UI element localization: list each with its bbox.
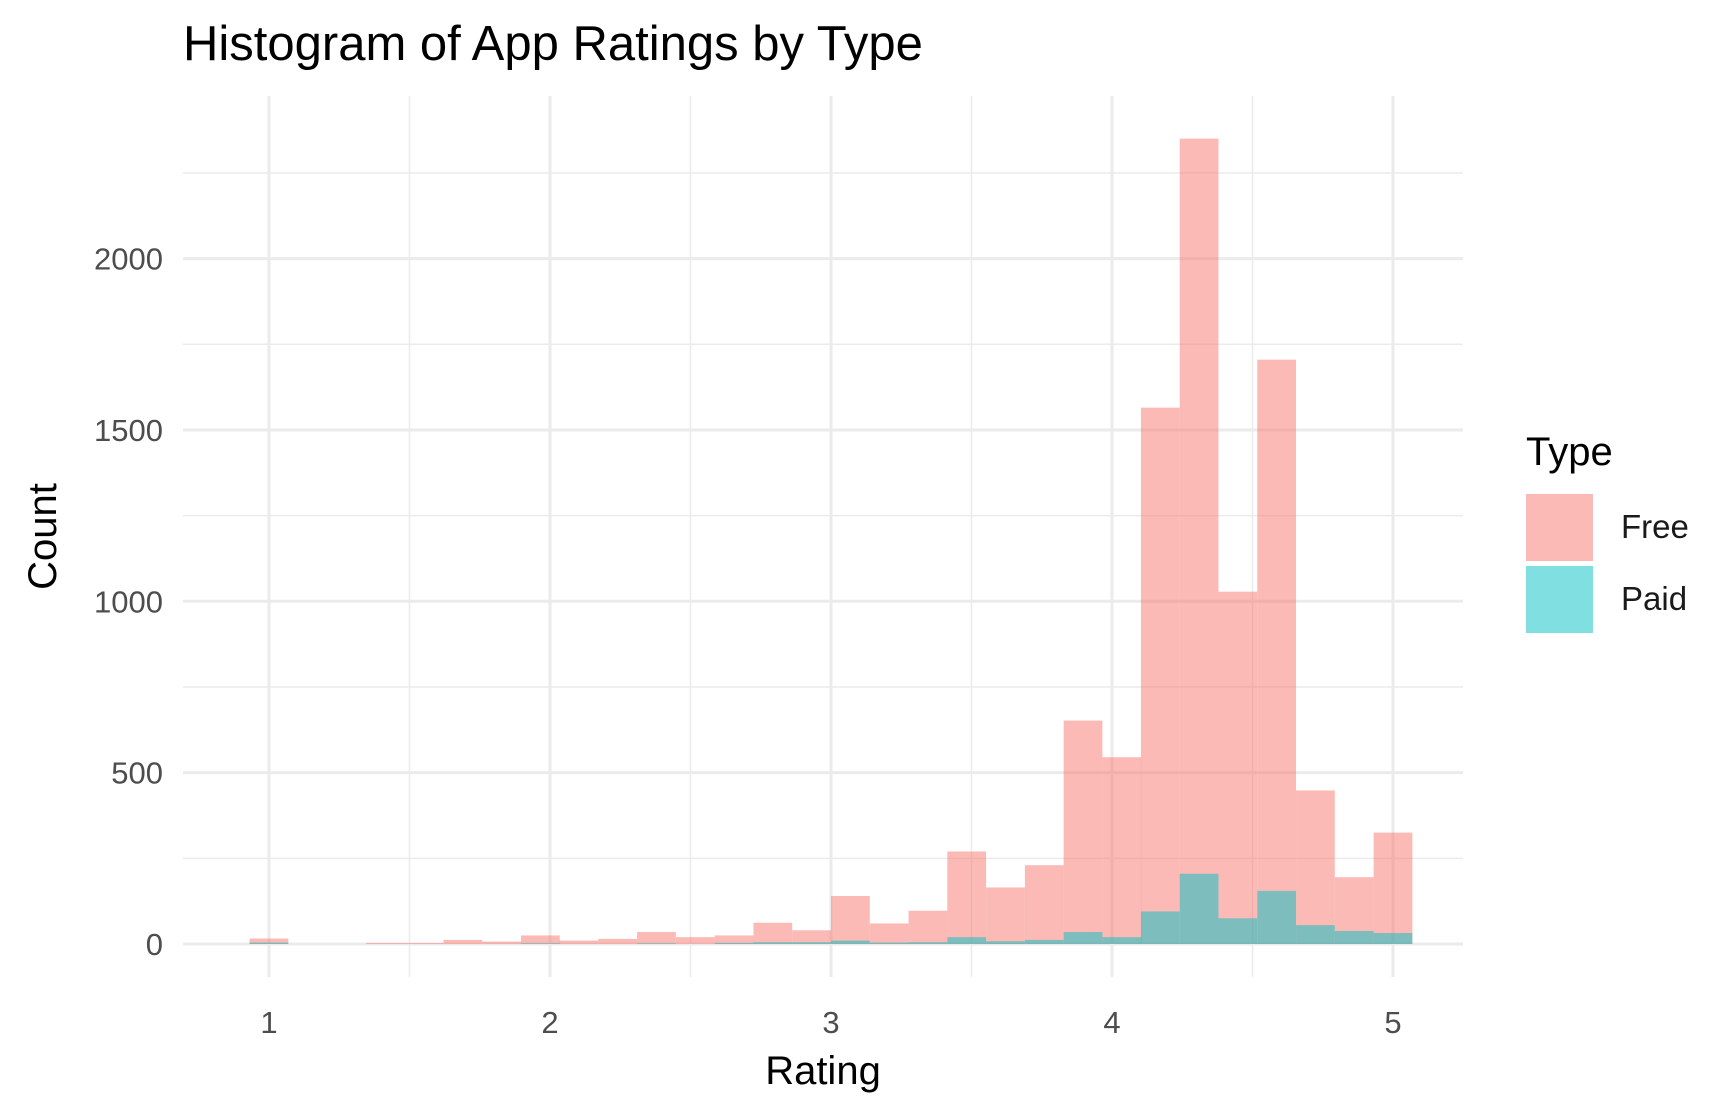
x-tick-label: 3 — [822, 1005, 839, 1040]
bar-paid-20 — [1024, 939, 1064, 944]
bar-free-3 — [365, 942, 405, 944]
bar-free-24 — [1179, 138, 1219, 944]
tick-labels: 1 2 3 4 5 0 500 1000 1500 2000 — [94, 242, 1402, 1040]
legend-item-free: Free — [1526, 491, 1689, 563]
bar-paid-24 — [1179, 873, 1219, 944]
bar-paid-10 — [637, 943, 676, 944]
histogram-bars — [249, 138, 1413, 944]
bar-free-9 — [598, 938, 638, 944]
bar-paid-29 — [1373, 933, 1413, 944]
x-tick-label: 4 — [1103, 1005, 1120, 1040]
x-tick-label: 5 — [1384, 1005, 1401, 1040]
legend-swatch-free — [1526, 493, 1593, 561]
legend-title: Type — [1526, 430, 1613, 474]
bar-paid-22 — [1102, 937, 1142, 944]
bar-free-19 — [986, 887, 1025, 944]
bar-paid-16 — [869, 942, 909, 944]
bar-free-11 — [675, 937, 715, 944]
bar-paid-19 — [986, 941, 1025, 944]
legend-item-paid: Paid — [1526, 563, 1689, 635]
bar-free-12 — [714, 935, 754, 944]
bar-paid-21 — [1063, 932, 1103, 944]
bar-free-13 — [753, 922, 793, 944]
bar-free-15 — [831, 896, 870, 944]
y-tick-label: 1500 — [94, 413, 163, 448]
bar-paid-12 — [714, 942, 754, 944]
bar-paid-27 — [1296, 925, 1335, 944]
chart-title: Histogram of App Ratings by Type — [183, 17, 923, 71]
bar-free-23 — [1140, 407, 1180, 944]
bar-paid-7 — [521, 943, 560, 944]
y-tick-label: 0 — [146, 927, 163, 962]
bar-paid-28 — [1334, 930, 1374, 944]
bar-paid-17 — [908, 942, 948, 944]
bar-free-6 — [482, 941, 522, 944]
legend-label-paid: Paid — [1621, 580, 1688, 617]
bar-paid-13 — [753, 942, 793, 944]
bar-free-18 — [947, 851, 987, 944]
bar-free-17 — [908, 910, 948, 944]
bar-paid-15 — [831, 940, 870, 944]
bar-free-20 — [1024, 865, 1064, 944]
bar-paid-18 — [947, 937, 987, 944]
bar-free-14 — [792, 930, 831, 944]
bar-paid-14 — [792, 942, 831, 944]
bar-free-25 — [1218, 591, 1258, 944]
legend-label-free: Free — [1621, 508, 1689, 545]
bar-free-16 — [869, 923, 909, 944]
bar-free-21 — [1063, 720, 1103, 944]
bar-free-22 — [1102, 757, 1142, 944]
bar-free-7 — [521, 935, 560, 944]
bar-free-5 — [443, 939, 483, 944]
bar-free-4 — [404, 942, 444, 944]
bar-free-10 — [637, 932, 676, 944]
bar-free-27 — [1296, 790, 1335, 944]
y-axis-title: Count — [21, 483, 65, 590]
x-axis-title: Rating — [765, 1049, 881, 1093]
y-tick-label: 2000 — [94, 242, 163, 277]
bar-free-29 — [1373, 832, 1413, 944]
legend-swatch-paid — [1526, 565, 1593, 633]
x-tick-label: 1 — [260, 1005, 277, 1040]
bar-free-26 — [1257, 359, 1297, 944]
x-tick-label: 2 — [541, 1005, 558, 1040]
bar-free-8 — [559, 940, 599, 944]
legend: Type Free Paid — [1526, 430, 1689, 635]
bar-paid-23 — [1140, 911, 1180, 944]
y-tick-label: 500 — [111, 756, 163, 791]
bar-paid-25 — [1218, 918, 1258, 944]
bar-paid-26 — [1257, 890, 1297, 944]
bar-free-0 — [249, 938, 289, 944]
bar-paid-0 — [249, 942, 289, 944]
y-tick-label: 1000 — [94, 584, 163, 619]
